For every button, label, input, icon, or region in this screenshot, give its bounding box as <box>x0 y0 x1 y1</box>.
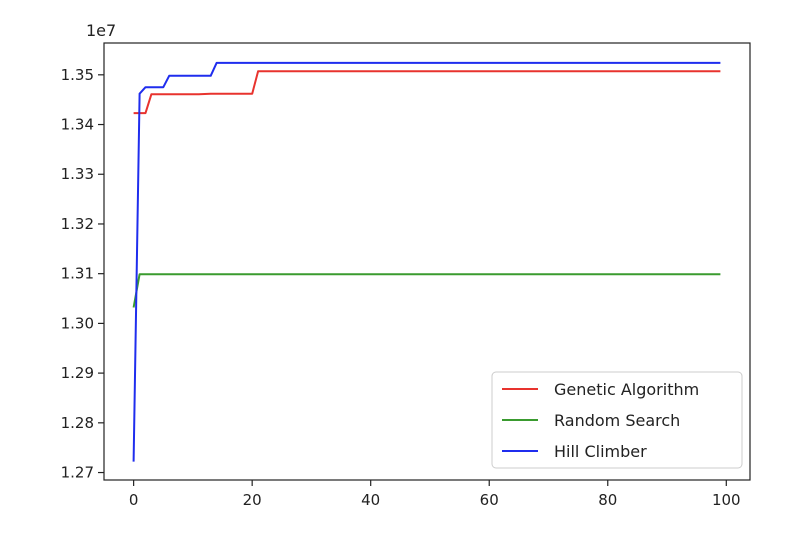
y-axis: 1.27 1.28 1.29 1.30 1.31 1.32 1.33 1.34 1.35 <box>61 66 104 482</box>
y-offset-label: 1e7 <box>86 21 116 40</box>
y-tick-label: 1.34 <box>61 116 94 134</box>
legend: Genetic Algorithm Random Search Hill Climb… <box>491 371 743 469</box>
x-tick-label: 100 <box>712 491 741 509</box>
x-tick-label: 20 <box>243 491 262 509</box>
axes-frame <box>103 42 751 481</box>
x-tick-label: 40 <box>361 491 380 509</box>
x-tick-label: 80 <box>598 491 617 509</box>
series-line-hill-climber <box>132 61 721 462</box>
y-tick-label: 1.30 <box>61 314 94 332</box>
x-tick-label: 60 <box>480 491 499 509</box>
series-line-genetic-algorithm <box>133 70 721 115</box>
y-tick-label: 1.28 <box>61 414 94 432</box>
series-line-random-search <box>132 273 721 308</box>
legend-label: Hill Climber <box>554 442 647 461</box>
legend-label: Random Search <box>554 411 680 430</box>
y-tick-label: 1.27 <box>61 464 94 482</box>
y-tick-label: 1.35 <box>61 66 94 84</box>
x-axis: 0 20 40 60 80 100 <box>129 480 741 509</box>
y-tick-label: 1.31 <box>61 265 94 283</box>
plot-lines <box>132 61 721 462</box>
y-tick-label: 1.32 <box>61 215 94 233</box>
legend-label: Genetic Algorithm <box>554 380 699 399</box>
y-tick-label: 1.33 <box>61 165 94 183</box>
y-tick-label: 1.29 <box>61 364 94 382</box>
x-tick-label: 0 <box>129 491 139 509</box>
legend-box <box>491 371 743 469</box>
